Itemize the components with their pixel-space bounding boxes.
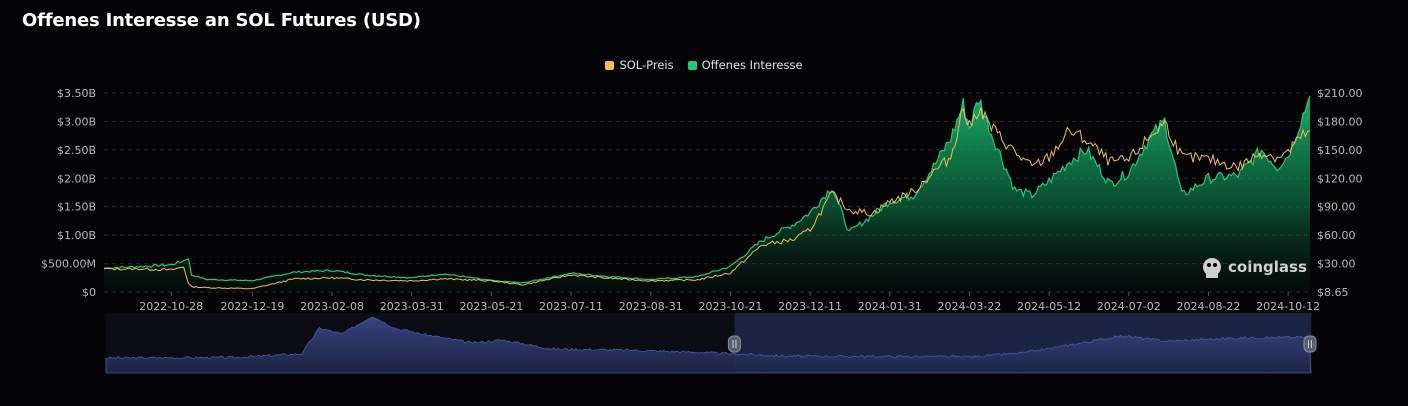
- oi-line: [103, 95, 1311, 284]
- right-tick-label: $60.00: [1317, 229, 1356, 242]
- legend-item-price[interactable]: SOL-Preis: [605, 58, 674, 72]
- x-tick-label: 2023-05-21: [459, 300, 523, 313]
- x-tick-label: 2023-02-08: [300, 300, 364, 313]
- oi-swatch: [687, 60, 697, 70]
- x-tick-label: 2024-03-22: [937, 300, 1001, 313]
- left-tick-label: $1.00B: [57, 229, 96, 242]
- range-navigator[interactable]: [105, 313, 1317, 374]
- right-tick-label: $90.00: [1317, 201, 1356, 214]
- legend-item-oi[interactable]: Offenes Interesse: [687, 58, 803, 72]
- x-tick-label: 2023-03-31: [380, 300, 444, 313]
- legend: SOL-Preis Offenes Interesse: [0, 58, 1408, 72]
- left-tick-label: $3.00B: [57, 115, 96, 128]
- x-axis: 2022-10-28 2022-12-19 2023-02-08 2023-03-31…: [139, 292, 1320, 313]
- right-tick-label: $30.00: [1317, 258, 1356, 271]
- left-tick-label: $2.00B: [57, 172, 96, 185]
- price-swatch: [605, 60, 615, 70]
- x-tick-label: 2024-10-12: [1256, 300, 1320, 313]
- x-tick-label: 2023-08-31: [619, 300, 683, 313]
- navigator-right-handle[interactable]: [1303, 335, 1317, 353]
- watermark-text: coinglass: [1228, 258, 1307, 276]
- left-tick-label: $3.50B: [57, 87, 96, 100]
- chart-title: Offenes Interesse an SOL Futures (USD): [22, 10, 421, 31]
- left-axis: $0 $500.00M $1.00B $1.50B $2.00B $2.50B $3.00B…: [41, 87, 96, 299]
- oi-area: [104, 95, 1310, 292]
- x-tick-label: 2023-10-21: [698, 300, 762, 313]
- x-tick-label: 2022-12-19: [220, 300, 284, 313]
- left-tick-label: $500.00M: [41, 258, 96, 271]
- coinglass-logo-icon: [1203, 258, 1221, 278]
- legend-price-label: SOL-Preis: [619, 58, 674, 72]
- right-tick-label: $150.00: [1317, 144, 1363, 157]
- x-tick-label: 2024-05-12: [1017, 300, 1081, 313]
- series-layer: [103, 95, 1311, 292]
- right-tick-label: $180.00: [1317, 115, 1363, 128]
- legend-oi-label: Offenes Interesse: [701, 58, 803, 72]
- x-tick-label: 2023-12-11: [778, 300, 842, 313]
- left-tick-label: $0: [82, 286, 96, 299]
- navigator-left-handle[interactable]: [727, 335, 741, 353]
- right-tick-label: $8.65: [1317, 286, 1349, 299]
- left-tick-label: $1.50B: [57, 201, 96, 214]
- watermark: coinglass: [1203, 258, 1307, 278]
- navigator-series: [105, 316, 1312, 374]
- right-tick-label: $120.00: [1317, 172, 1363, 185]
- x-tick-label: 2022-10-28: [139, 300, 203, 313]
- right-axis: $8.65 $30.00 $60.00 $90.00 $120.00 $150.00 $18…: [1317, 87, 1363, 299]
- price-line: [103, 107, 1311, 290]
- x-tick-label: 2024-01-31: [858, 300, 922, 313]
- x-tick-label: 2024-08-22: [1176, 300, 1240, 313]
- left-tick-label: $2.50B: [57, 144, 96, 157]
- x-tick-label: 2023-07-11: [539, 300, 603, 313]
- right-tick-label: $210.00: [1317, 87, 1363, 100]
- x-tick-label: 2024-07-02: [1097, 300, 1161, 313]
